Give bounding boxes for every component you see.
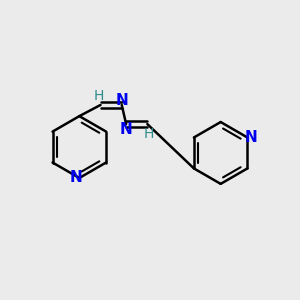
Text: N: N [120,122,133,137]
Text: N: N [116,93,128,108]
Text: H: H [144,127,154,140]
Text: N: N [244,130,257,145]
Text: N: N [69,170,82,185]
Text: H: H [94,88,104,103]
